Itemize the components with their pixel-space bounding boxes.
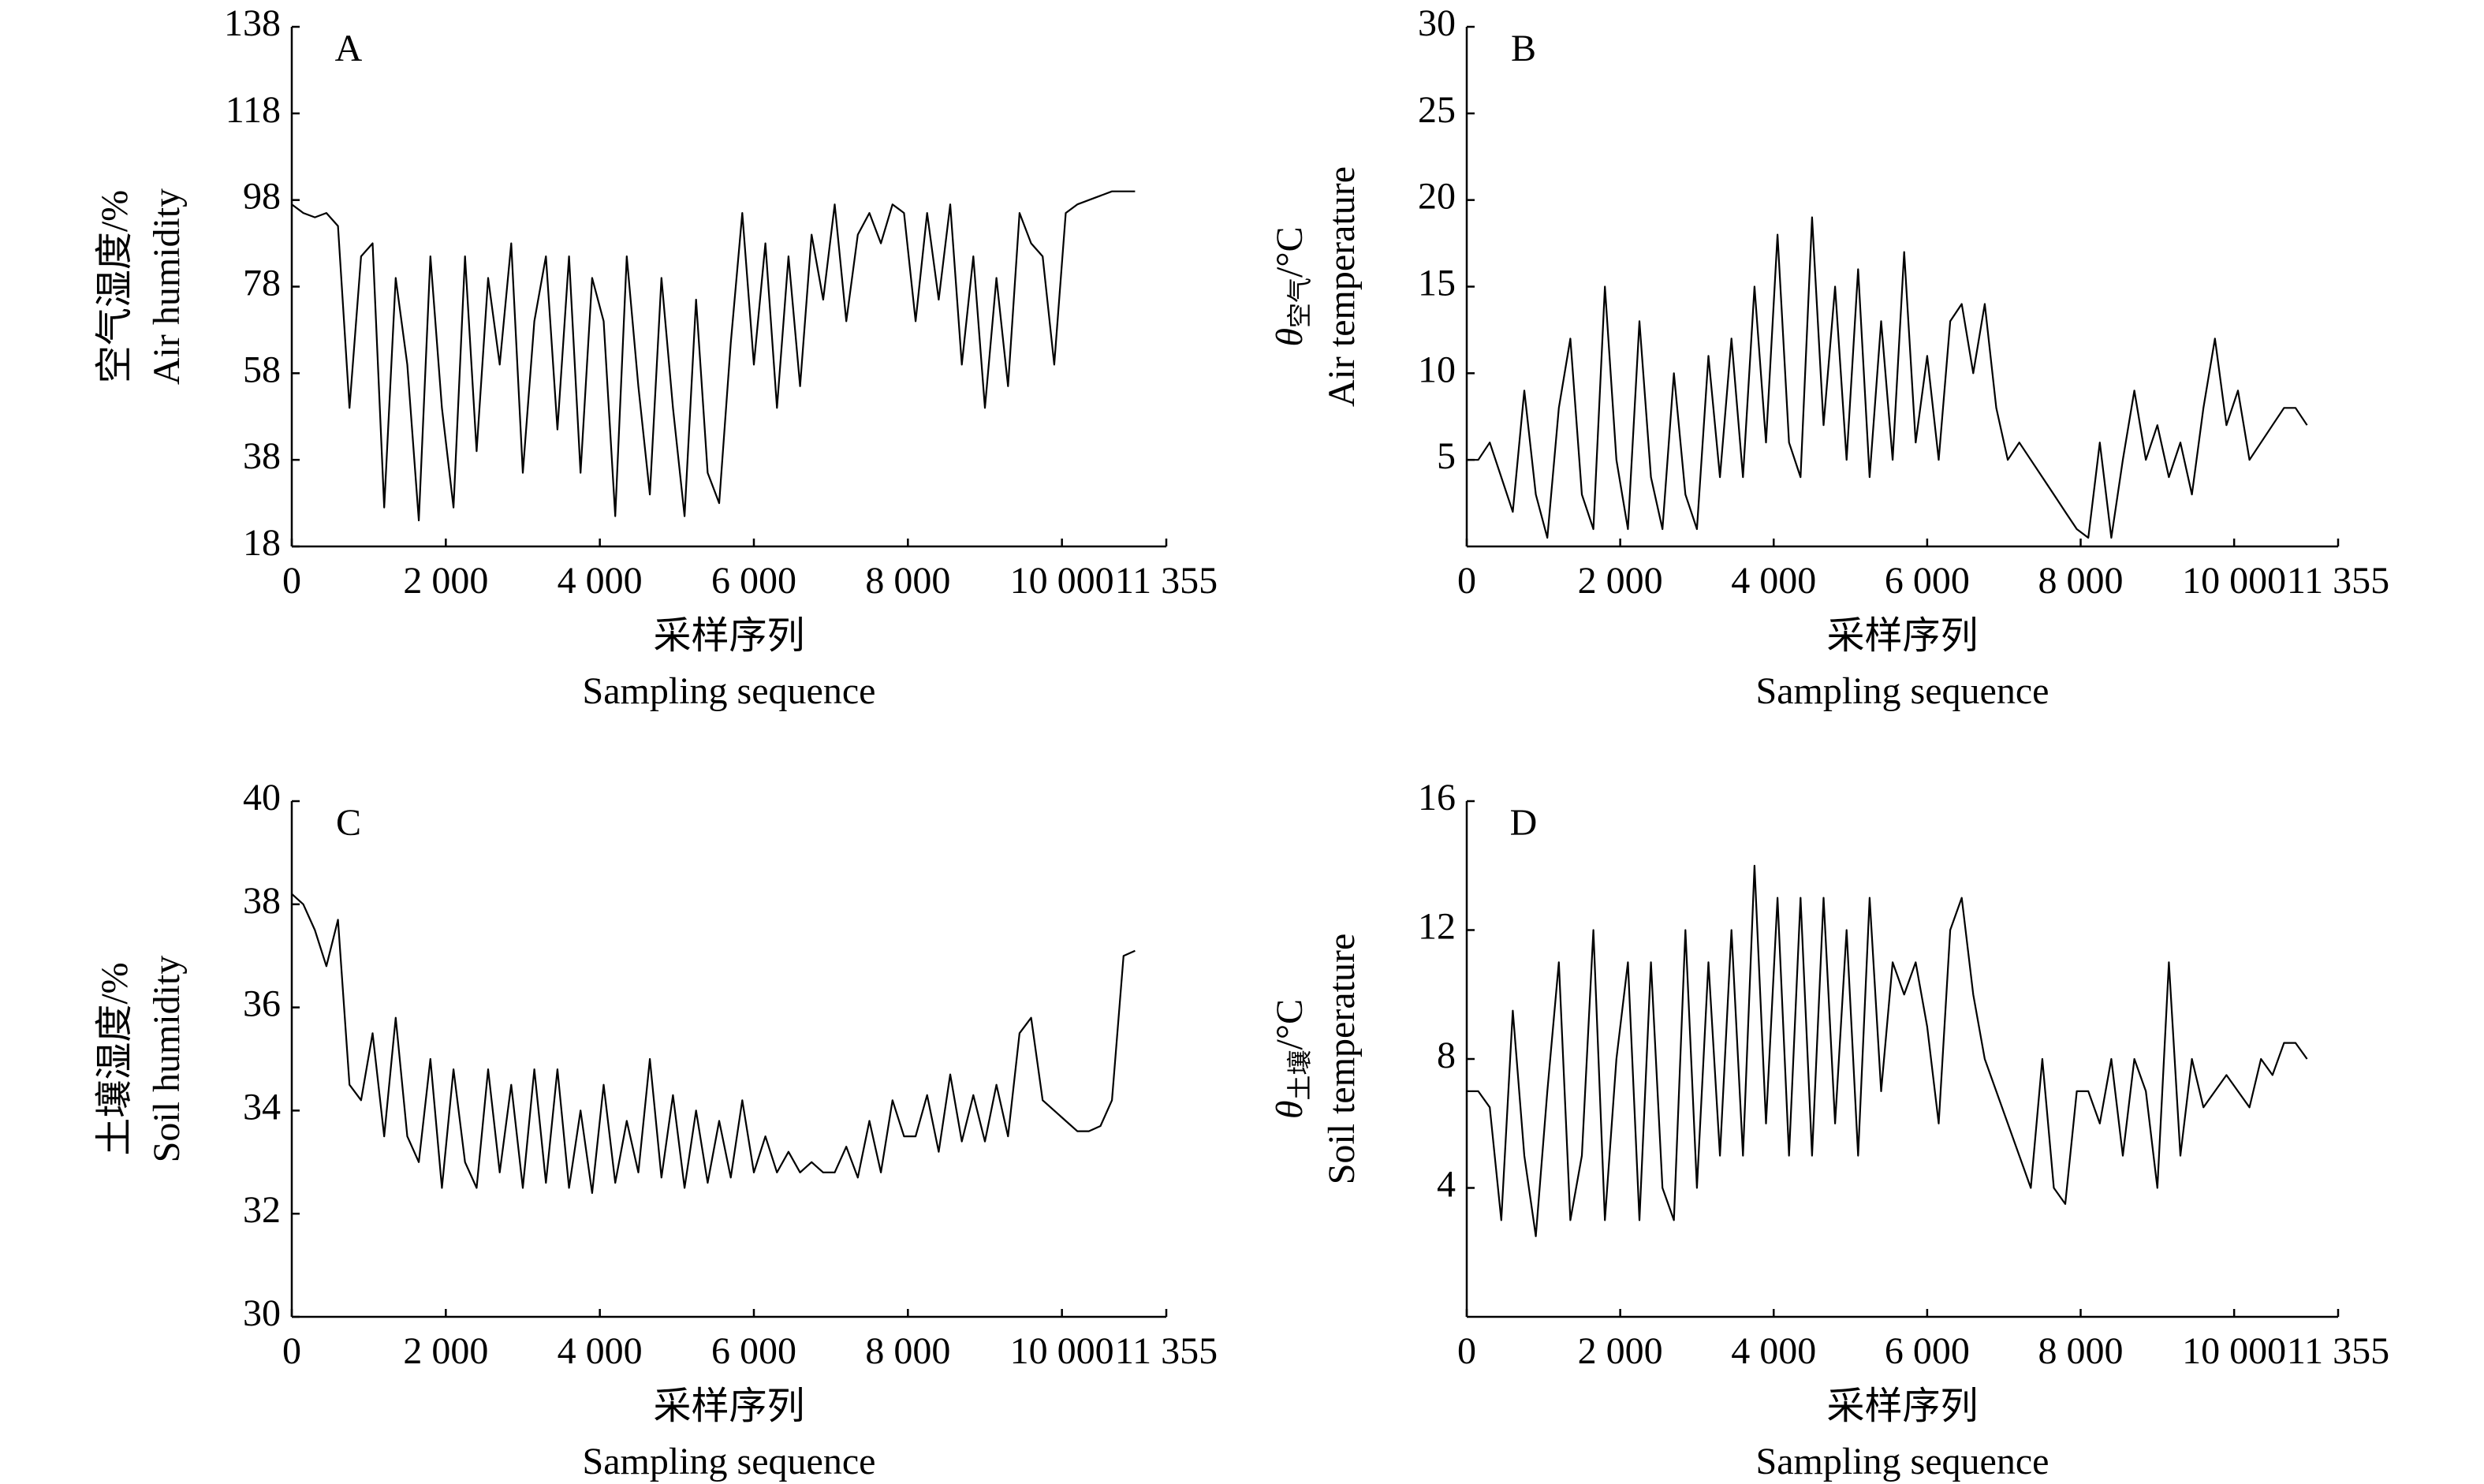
y-tick-label: 32 bbox=[243, 1189, 281, 1231]
y-axis-label: Soil temperature bbox=[1321, 934, 1363, 1185]
data-line bbox=[291, 893, 1136, 1195]
x-tick-label: 11 355 bbox=[1115, 560, 1218, 602]
x-tick-label: 0 bbox=[282, 560, 301, 602]
x-tick-label: 4 000 bbox=[558, 1330, 643, 1372]
data-line bbox=[1467, 216, 2308, 539]
y-tick-label: 12 bbox=[1418, 906, 1456, 948]
data-line bbox=[1467, 864, 2308, 1237]
x-tick-label: 0 bbox=[1457, 560, 1476, 602]
x-axis-label: Sampling sequence bbox=[583, 670, 876, 712]
y-axis-label: 空气湿度/% bbox=[94, 190, 136, 383]
y-tick-label: 98 bbox=[243, 176, 281, 218]
x-axis-label: 采样序列 bbox=[1826, 615, 1978, 657]
x-axis-label: 采样序列 bbox=[653, 615, 804, 657]
panel-label: D bbox=[1510, 802, 1538, 844]
x-tick-label: 0 bbox=[282, 1330, 301, 1372]
y-axis-label: θ土壤/°C bbox=[1269, 999, 1314, 1119]
panel-label: C bbox=[336, 802, 361, 844]
x-tick-label: 6 000 bbox=[711, 560, 796, 602]
x-tick-label: 11 355 bbox=[2287, 560, 2389, 602]
y-tick-label: 4 bbox=[1437, 1164, 1456, 1206]
y-tick-label: 16 bbox=[1418, 777, 1456, 818]
x-tick-label: 0 bbox=[1457, 1330, 1476, 1372]
x-tick-label: 4 000 bbox=[1731, 1330, 1816, 1372]
y-tick-label: 34 bbox=[243, 1086, 281, 1128]
y-tick-label: 18 bbox=[243, 522, 281, 564]
y-tick-label: 38 bbox=[243, 435, 281, 477]
y-tick-label: 10 bbox=[1418, 349, 1456, 390]
y-tick-label: 8 bbox=[1437, 1035, 1456, 1076]
x-axis-label: Sampling sequence bbox=[583, 1441, 876, 1482]
x-tick-label: 4 000 bbox=[558, 560, 643, 602]
y-axis-label-symbol: θ bbox=[1269, 1100, 1311, 1119]
y-tick-label: 25 bbox=[1418, 89, 1456, 131]
x-tick-label: 11 355 bbox=[2287, 1330, 2389, 1372]
y-tick-label: 118 bbox=[226, 89, 281, 131]
y-tick-label: 30 bbox=[243, 1292, 281, 1334]
x-tick-label: 6 000 bbox=[1885, 560, 1970, 602]
x-tick-label: 10 000 bbox=[1010, 1330, 1114, 1372]
x-tick-label: 6 000 bbox=[1885, 1330, 1970, 1372]
x-tick-label: 10 000 bbox=[2182, 560, 2286, 602]
x-axis-label: Sampling sequence bbox=[1756, 670, 2049, 712]
x-tick-label: 2 000 bbox=[1578, 1330, 1663, 1372]
x-tick-label: 2 000 bbox=[403, 1330, 488, 1372]
y-tick-label: 20 bbox=[1418, 176, 1456, 218]
y-tick-label: 38 bbox=[243, 880, 281, 922]
panel-label: B bbox=[1511, 28, 1536, 69]
y-tick-label: 5 bbox=[1437, 435, 1456, 477]
x-tick-label: 8 000 bbox=[865, 1330, 950, 1372]
y-tick-label: 40 bbox=[243, 777, 281, 818]
x-axis-label: Sampling sequence bbox=[1756, 1441, 2049, 1482]
y-axis-label-unit: /°C bbox=[1269, 999, 1311, 1050]
y-axis-label: θ空气/°C bbox=[1269, 226, 1314, 346]
x-axis-label: 采样序列 bbox=[1826, 1385, 1978, 1427]
y-axis-label: 土壤湿度/% bbox=[94, 962, 136, 1155]
x-tick-label: 6 000 bbox=[711, 1330, 796, 1372]
x-tick-label: 2 000 bbox=[1578, 560, 1663, 602]
y-tick-label: 78 bbox=[243, 263, 281, 304]
y-axis-label-symbol: θ bbox=[1269, 328, 1311, 347]
x-tick-label: 2 000 bbox=[403, 560, 488, 602]
y-axis-label: Soil humidity bbox=[146, 956, 188, 1163]
x-tick-label: 11 355 bbox=[1115, 1330, 1218, 1372]
x-tick-label: 10 000 bbox=[1010, 560, 1114, 602]
data-line bbox=[291, 190, 1136, 522]
x-tick-label: 8 000 bbox=[2038, 560, 2124, 602]
x-axis-label: 采样序列 bbox=[653, 1385, 804, 1427]
y-axis-label: Air temperature bbox=[1321, 166, 1363, 407]
x-tick-label: 8 000 bbox=[2038, 1330, 2124, 1372]
y-tick-label: 58 bbox=[243, 349, 281, 390]
y-axis-label: Air humidity bbox=[146, 188, 188, 385]
y-axis-label-subscript: 空气 bbox=[1285, 278, 1314, 328]
y-tick-label: 138 bbox=[224, 2, 281, 44]
y-tick-label: 36 bbox=[243, 983, 281, 1025]
y-tick-label: 30 bbox=[1418, 2, 1456, 44]
panel-label: A bbox=[335, 28, 363, 69]
y-axis-label-unit: /°C bbox=[1269, 226, 1311, 278]
y-tick-label: 15 bbox=[1418, 263, 1456, 304]
y-axis-label-subscript: 土壤 bbox=[1285, 1050, 1314, 1100]
x-tick-label: 8 000 bbox=[865, 560, 950, 602]
x-tick-label: 4 000 bbox=[1731, 560, 1816, 602]
x-tick-label: 10 000 bbox=[2182, 1330, 2286, 1372]
